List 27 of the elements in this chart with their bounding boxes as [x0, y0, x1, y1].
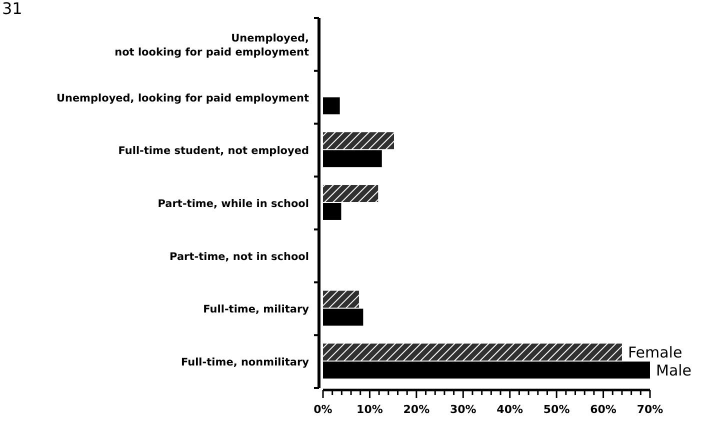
y-tick-label: Full-time, military — [203, 304, 310, 316]
x-tick-label: 60% — [590, 402, 616, 416]
text: 31 — [2, 0, 22, 18]
x-tick-label: 10% — [356, 402, 383, 416]
bar — [323, 344, 622, 361]
x-tick-label: 20% — [403, 402, 430, 416]
bar — [323, 132, 394, 150]
bar — [323, 203, 342, 220]
bar — [323, 150, 382, 168]
x-tick-label: 0% — [314, 402, 332, 416]
y-tick-label: Part-time, not in school — [170, 250, 309, 263]
x-tick-label: 50% — [543, 402, 570, 416]
x-tick-label: 30% — [450, 402, 476, 416]
x-tick-label: 40% — [496, 402, 524, 416]
series-label: Female — [628, 344, 682, 362]
series-label: Male — [656, 362, 692, 380]
bar — [323, 97, 340, 114]
bar — [323, 185, 378, 202]
bar — [323, 308, 364, 326]
y-tick-label: Full-time student, not employed — [118, 145, 309, 158]
x-tick-label: 70% — [636, 402, 664, 416]
y-tick-label: Unemployed, looking for paid employment — [56, 92, 309, 104]
y-tick-label: Unemployed, not looking for paid employment — [114, 32, 309, 58]
bar — [323, 290, 359, 308]
y-tick-label: Part-time, while in school — [158, 198, 309, 210]
y-tick-label: Full-time, nonmilitary — [180, 356, 310, 369]
bar — [323, 362, 650, 379]
